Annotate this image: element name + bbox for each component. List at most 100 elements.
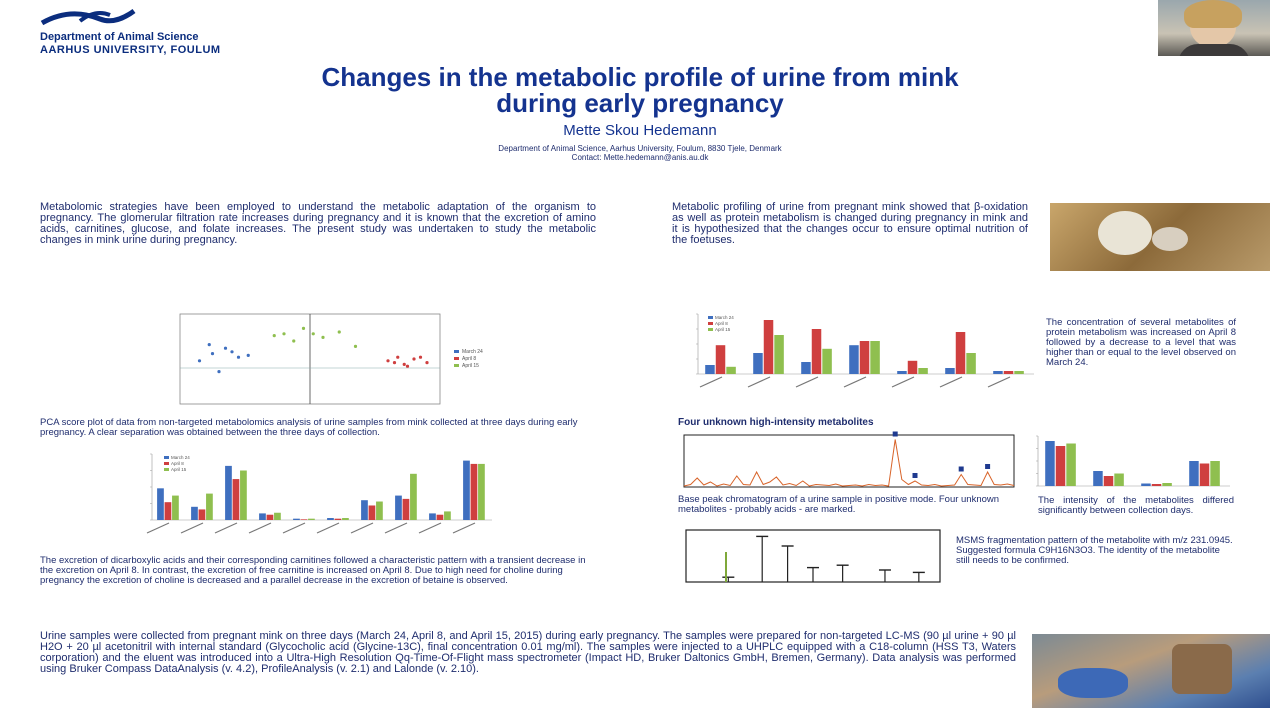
pca-point <box>223 346 228 350</box>
bar <box>436 514 444 520</box>
university-name: AARHUS UNIVERSITY, FOULUM <box>40 44 221 56</box>
bar <box>1199 463 1210 486</box>
bar <box>726 366 736 374</box>
pca-point <box>386 359 390 363</box>
bar <box>444 511 451 520</box>
bar <box>966 353 976 374</box>
intensity-caption: The intensity of the metabolites differe… <box>1038 495 1234 516</box>
bpc-marker <box>912 473 918 478</box>
bar-legend-label: April 15 <box>171 467 187 472</box>
methods-heading: Materials and methods <box>547 604 733 623</box>
introduction-heading: Introduction <box>40 172 140 191</box>
bar <box>1114 473 1124 486</box>
bpc-marker <box>985 464 991 469</box>
conclusion-heading: Conclusion <box>672 172 765 191</box>
msms-caption: MSMS fragmentation pattern of the metabo… <box>956 535 1233 566</box>
bar <box>1045 441 1055 486</box>
bar <box>300 519 308 520</box>
bpc-marker <box>958 466 964 472</box>
bar <box>715 345 726 374</box>
bar <box>849 345 859 374</box>
affiliation: Department of Animal Science, Aarhus Uni… <box>498 144 782 153</box>
pca-point <box>425 361 429 365</box>
pca-point <box>392 361 397 365</box>
bar-category-label <box>843 376 867 388</box>
pca-point <box>396 355 400 359</box>
bar <box>1066 443 1076 486</box>
bar <box>870 341 880 374</box>
bar <box>897 371 907 374</box>
bar-legend-label: April 15 <box>715 327 731 332</box>
bar-legend-label: April 8 <box>715 321 728 326</box>
bar <box>463 460 470 520</box>
bar-legend-swatch <box>164 468 169 471</box>
pca-point <box>337 330 341 334</box>
bar-legend-label: March 24 <box>171 455 190 460</box>
poster-title: Changes in the metabolic profile of urin… <box>0 64 1280 116</box>
bar <box>266 514 274 520</box>
bar <box>402 498 410 520</box>
bar <box>232 479 240 520</box>
pca-point <box>311 332 315 336</box>
bar-legend-swatch <box>708 322 713 325</box>
bar <box>907 360 918 374</box>
pca-legend-swatch <box>454 364 459 367</box>
bar <box>376 501 383 520</box>
bar <box>342 518 349 520</box>
methods-text: Urine samples were collected from pregna… <box>40 630 1016 675</box>
pca-point <box>207 343 211 347</box>
bar <box>478 463 485 520</box>
bar <box>410 473 417 520</box>
pca-point <box>210 352 215 356</box>
bar <box>1151 484 1162 486</box>
bar <box>327 518 334 520</box>
bpc-caption: Base peak chromatogram of a urine sample… <box>678 494 1000 515</box>
bar <box>1014 371 1024 374</box>
bar <box>361 500 368 520</box>
pca-legend-label: April 15 <box>462 363 479 369</box>
conclusion-text: Metabolic profiling of urine from pregna… <box>672 201 1028 246</box>
introduction-text: Metabolomic strategies have been employe… <box>40 201 596 246</box>
bar <box>705 365 715 374</box>
unknown-metabolites-title: Four unknown high-intensity metabolites <box>678 417 874 428</box>
bar <box>164 502 172 520</box>
bar <box>801 362 811 374</box>
bar-legend-label: April 8 <box>171 461 184 466</box>
bar <box>429 513 436 520</box>
department-name: Department of Animal Science <box>40 31 199 43</box>
bar <box>811 329 822 374</box>
pca-caption: PCA score plot of data from non-targeted… <box>40 417 578 438</box>
bar <box>172 495 179 520</box>
bar <box>1141 483 1151 486</box>
pca-point <box>272 334 276 338</box>
pca-legend-swatch <box>454 357 459 360</box>
bar <box>470 463 478 520</box>
pca-point <box>402 362 406 366</box>
pca-legend-swatch <box>454 350 459 353</box>
pca-point <box>301 326 306 330</box>
pca-point <box>418 355 423 359</box>
pca-legend-label: March 24 <box>462 349 483 355</box>
bar <box>859 341 870 374</box>
bar-category-label <box>180 522 204 534</box>
bar-legend-swatch <box>164 456 169 459</box>
bar <box>368 505 376 520</box>
bar <box>259 513 266 520</box>
bar-category-label <box>350 522 374 534</box>
pca-point <box>217 370 221 374</box>
msms-spectrum <box>685 529 941 583</box>
bar <box>274 512 281 520</box>
acylcarnitine-caption: The excretion of dicarboxylic acids and … <box>40 555 586 586</box>
bar <box>993 371 1003 374</box>
bar <box>395 495 402 520</box>
bar <box>763 320 774 374</box>
bar-category-label <box>987 376 1011 388</box>
bar <box>1003 371 1014 374</box>
pca-point <box>230 350 234 354</box>
bar-category-label <box>891 376 915 388</box>
results-heading: Results and Discussion <box>544 282 736 301</box>
bar <box>1103 476 1114 486</box>
